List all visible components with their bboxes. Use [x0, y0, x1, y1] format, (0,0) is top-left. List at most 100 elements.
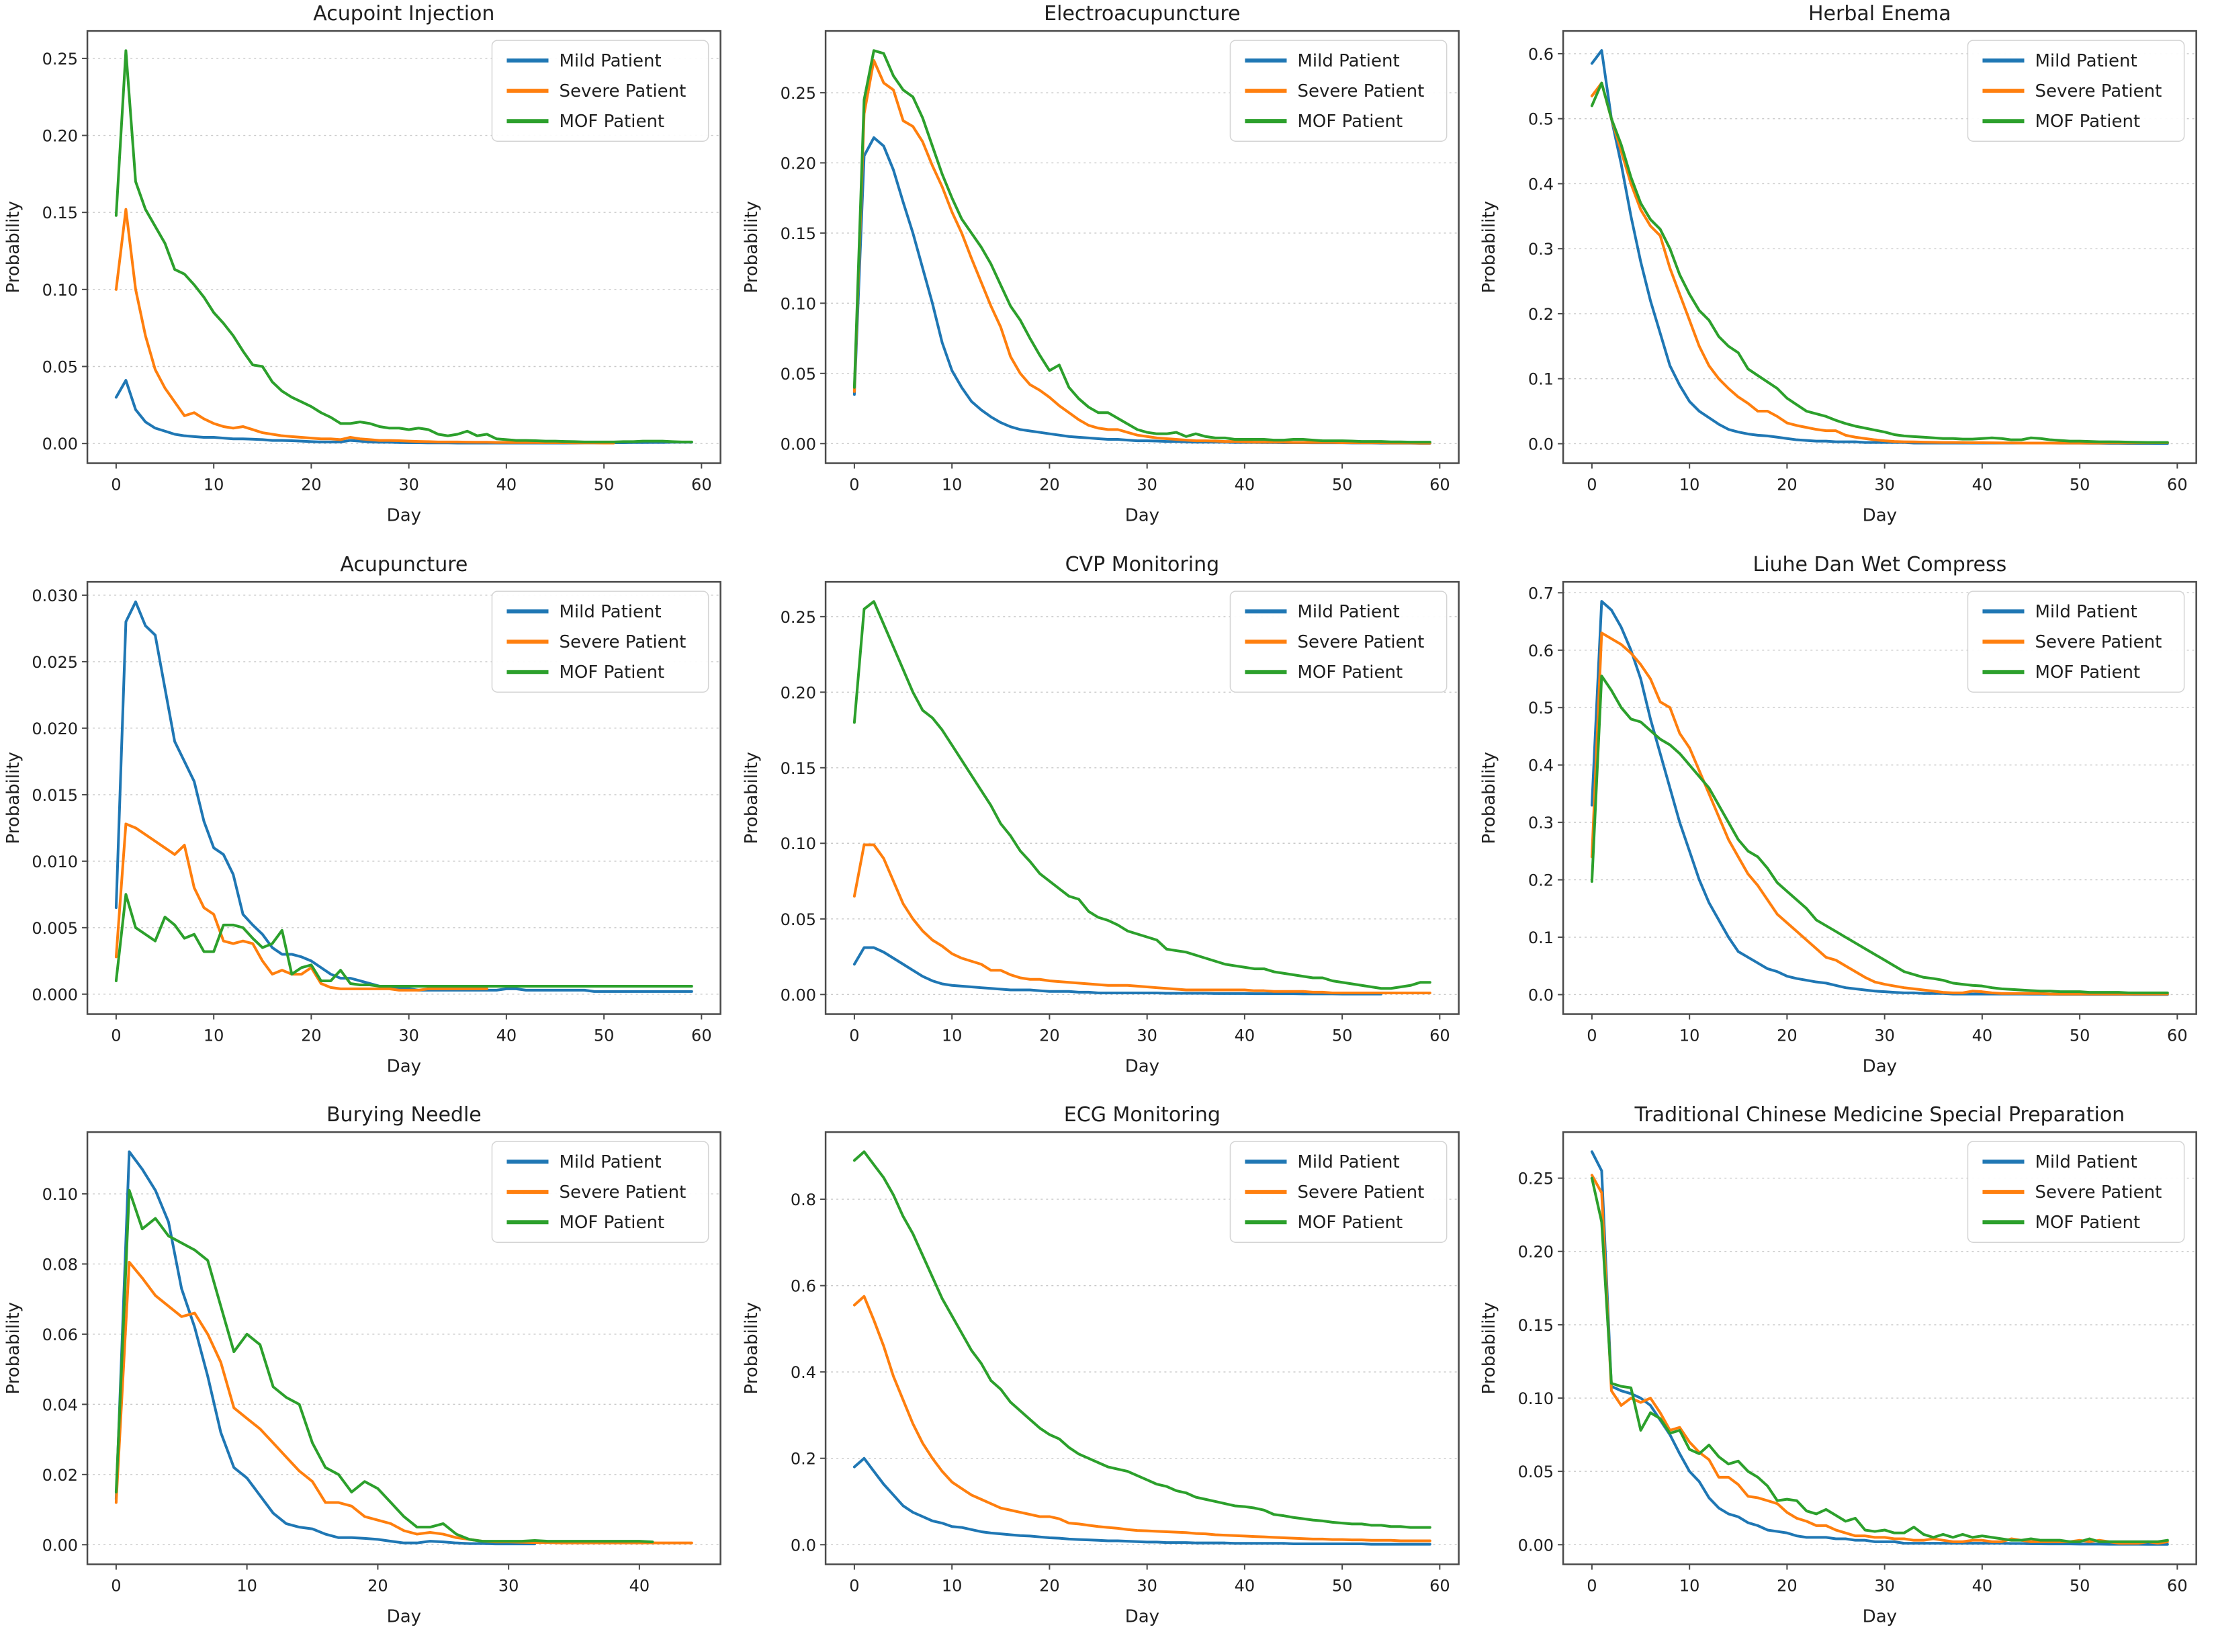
y-axis-label: Probability — [3, 752, 24, 844]
x-tick-label: 10 — [942, 1026, 963, 1045]
legend-label-severe-patient: Severe Patient — [2035, 81, 2162, 101]
legend-box — [491, 40, 709, 142]
y-tick-label: 0.5 — [1528, 110, 1554, 129]
y-tick-label: 0.0 — [1528, 986, 1554, 1004]
legend: Mild Patient Severe Patient MOF Patient — [491, 1141, 709, 1244]
y-tick-label: 0.7 — [1528, 584, 1554, 603]
x-tick-label: 10 — [942, 476, 963, 494]
x-tick-label: 20 — [1039, 476, 1060, 494]
legend-label-severe-patient: Severe Patient — [1297, 632, 1424, 652]
x-tick-label: 30 — [1875, 1026, 1896, 1045]
x-tick-label: 50 — [1332, 476, 1353, 494]
x-tick-label: 50 — [2070, 1577, 2090, 1596]
plot-frame — [1562, 30, 2198, 464]
x-tick-label: 60 — [2167, 476, 2188, 494]
legend-label-severe-patient: Severe Patient — [1297, 1183, 1424, 1203]
legend-label-severe-patient: Severe Patient — [2035, 632, 2162, 652]
y-tick-label: 0.02 — [42, 1466, 78, 1485]
legend: Mild Patient Severe Patient MOF Patient — [491, 40, 709, 142]
x-tick-label: 20 — [301, 1026, 322, 1045]
y-tick-label: 0.0 — [791, 1536, 816, 1555]
legend-label-mof-patient: MOF Patient — [1297, 112, 1403, 132]
series-line-severe-patient — [852, 1295, 1431, 1542]
legend-label-mild-patient: Mild Patient — [1297, 51, 1399, 71]
chart-canvas-acupoint-injection: 0 10 20 30 40 50 60 0.00 0.05 0.10 0.15 0.20 0.25 Acu… — [3, 2, 721, 526]
x-tick-label: 60 — [691, 476, 712, 494]
plot-frame — [824, 30, 1460, 464]
y-tick-label: 0.005 — [32, 918, 78, 937]
y-tick-label: 0.10 — [1518, 1389, 1554, 1408]
x-tick-label: 30 — [1875, 476, 1896, 494]
y-tick-label: 0.00 — [780, 435, 815, 453]
y-tick-label: 0.00 — [780, 986, 815, 1004]
y-axis-label: Probability — [3, 1302, 24, 1394]
plot-series-group — [852, 1150, 1431, 1546]
y-tick-label: 0.04 — [42, 1396, 78, 1415]
x-tick-label: 50 — [2070, 1026, 2090, 1045]
series-line-mof-patient — [852, 599, 1431, 990]
legend-label-severe-patient: Severe Patient — [2035, 1183, 2162, 1203]
x-axis-label: Day — [1863, 1607, 1897, 1627]
x-axis-label: Day — [387, 506, 421, 526]
subplot-cvp-monitoring: 0 10 20 30 40 50 60 0.00 0.05 0.10 0.15 0.20 0.25 CVP… — [738, 551, 1476, 1102]
legend-label-mild-patient: Mild Patient — [559, 602, 661, 622]
series-line-mof-patient — [114, 49, 693, 443]
series-line-severe-patient — [852, 58, 1431, 445]
y-tick-label: 0.3 — [1528, 240, 1554, 259]
y-tick-label: 0.10 — [780, 294, 815, 313]
series-line-mild-patient — [852, 1457, 1431, 1546]
x-tick-label: 0 — [111, 476, 121, 494]
y-tick-label: 0.000 — [32, 985, 78, 1004]
chart-canvas-acupuncture: 0 10 20 30 40 50 60 0.000 0.005 0.010 0.015 0.020 0.… — [3, 553, 721, 1076]
x-tick-label: 30 — [1875, 1577, 1896, 1596]
y-tick-label: 0.20 — [780, 154, 815, 173]
y-tick-label: 0.25 — [1518, 1170, 1554, 1188]
chart-title: CVP Monitoring — [1065, 553, 1219, 576]
subplot-herbal-enema: 0 10 20 30 40 50 60 0.0 0.1 0.2 0.3 0.4 0.5 0.6 Herbal… — [1476, 0, 2214, 551]
legend-box — [491, 1141, 709, 1244]
y-tick-label: 0.10 — [780, 834, 815, 853]
y-tick-label: 0.05 — [780, 365, 815, 384]
x-axis-label: Day — [1124, 1056, 1159, 1076]
x-tick-label: 10 — [1679, 1577, 1700, 1596]
legend-label-severe-patient: Severe Patient — [559, 81, 686, 101]
x-tick-label: 10 — [1679, 1026, 1700, 1045]
series-line-mof-patient — [852, 1150, 1431, 1529]
legend-label-mof-patient: MOF Patient — [559, 1213, 664, 1233]
x-tick-label: 40 — [1234, 1026, 1255, 1045]
x-tick-label: 50 — [594, 1026, 615, 1045]
x-tick-label: 20 — [1039, 1577, 1060, 1596]
plot-frame — [1562, 1131, 2198, 1566]
chart-title: Herbal Enema — [1808, 2, 1951, 26]
legend-label-mof-patient: MOF Patient — [2035, 1213, 2141, 1233]
series-line-mof-patient — [1591, 674, 2170, 994]
subplot-burying-needle: 0 10 20 30 40 0.00 0.02 0.04 0.06 0.08 0.10 Burying… — [0, 1101, 738, 1652]
x-tick-label: 60 — [691, 1026, 712, 1045]
legend: Mild Patient Severe Patient MOF Patient — [1229, 591, 1448, 693]
chart-title: Acupuncture — [340, 553, 468, 576]
y-tick-label: 0.8 — [791, 1190, 816, 1209]
y-tick-label: 0.00 — [1518, 1536, 1554, 1555]
legend-label-mild-patient: Mild Patient — [1297, 602, 1399, 622]
y-tick-label: 0.05 — [780, 910, 815, 928]
plot-series-group — [1591, 49, 2170, 445]
x-axis-label: Day — [1124, 506, 1159, 526]
x-tick-label: 30 — [498, 1577, 519, 1596]
x-tick-label: 40 — [496, 476, 517, 494]
legend-box — [1229, 1141, 1448, 1244]
y-tick-label: 0.15 — [1518, 1316, 1554, 1335]
series-line-mild-patient — [852, 946, 1382, 996]
legend-label-mild-patient: Mild Patient — [2035, 602, 2137, 622]
plot-frame — [86, 1131, 721, 1566]
legend: Mild Patient Severe Patient MOF Patient — [1229, 1141, 1448, 1244]
legend-box — [1967, 591, 2185, 693]
series-line-mof-patient — [1591, 81, 2170, 444]
x-tick-label: 0 — [1587, 476, 1597, 494]
x-tick-label: 50 — [1332, 1026, 1353, 1045]
x-axis-label: Day — [387, 1056, 421, 1076]
chart-canvas-tcm-special-preparation: 0 10 20 30 40 50 60 0.00 0.05 0.10 0.15 0.20 0.25 Tra… — [1479, 1103, 2198, 1627]
y-axis-label: Probability — [742, 201, 762, 293]
x-tick-label: 10 — [942, 1577, 963, 1596]
series-line-mof-patient — [1591, 1176, 2170, 1544]
x-tick-label: 10 — [204, 476, 224, 494]
